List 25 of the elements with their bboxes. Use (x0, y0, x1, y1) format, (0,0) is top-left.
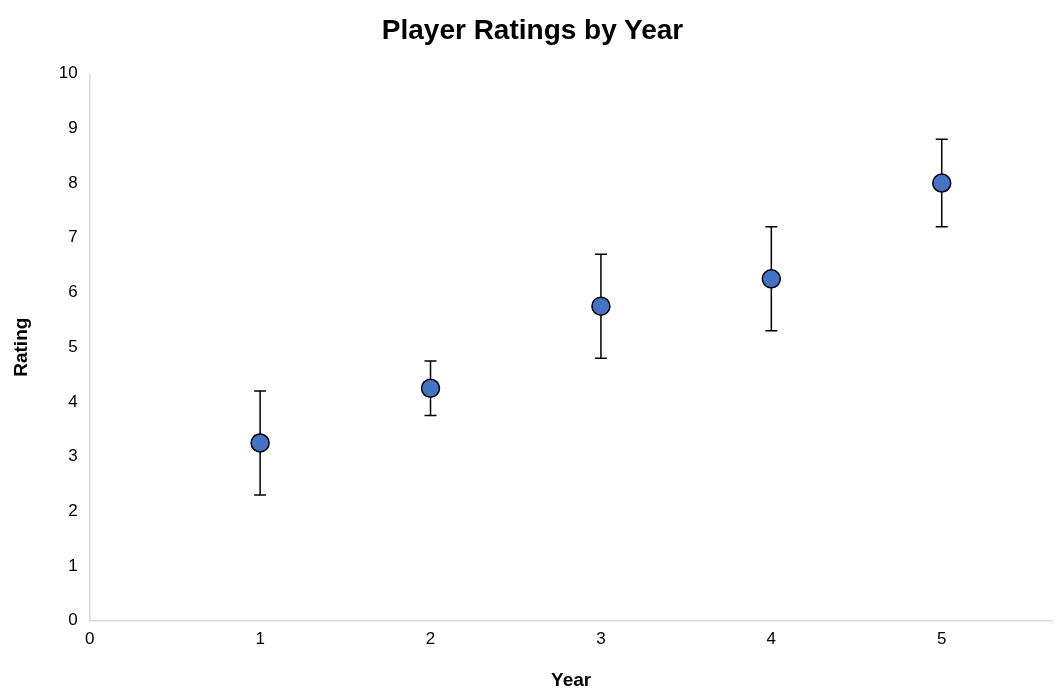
y-tick-label: 9 (68, 118, 78, 138)
point (420, 378, 441, 398)
x-tick-label: 4 (766, 628, 777, 648)
point (250, 433, 270, 453)
y-axis-title: Rating (9, 317, 31, 377)
y-tick-label: 10 (58, 63, 78, 83)
x-tick-label: 2 (425, 628, 436, 648)
y-tick-label: 1 (68, 555, 78, 575)
y-tick-label: 7 (68, 227, 78, 247)
x-tick-label: 5 (937, 628, 947, 648)
chart-title: Player Ratings by Year (381, 13, 684, 45)
y-tick-label: 8 (68, 172, 78, 192)
x-tick-label: 3 (596, 628, 606, 648)
y-tick-label: 2 (68, 501, 78, 521)
y-tick-label: 3 (68, 446, 78, 466)
y-tick-label: 6 (68, 282, 78, 302)
y-tick-label: 4 (68, 391, 78, 411)
x-tick-label: 0 (84, 628, 95, 648)
x-tick-label: 1 (255, 628, 265, 648)
point (761, 269, 782, 289)
y-tick-label: 5 (68, 336, 78, 356)
x-axis-title: Year (551, 668, 592, 690)
point (591, 296, 611, 316)
y-tick-label: 0 (68, 610, 78, 630)
point (931, 173, 952, 193)
